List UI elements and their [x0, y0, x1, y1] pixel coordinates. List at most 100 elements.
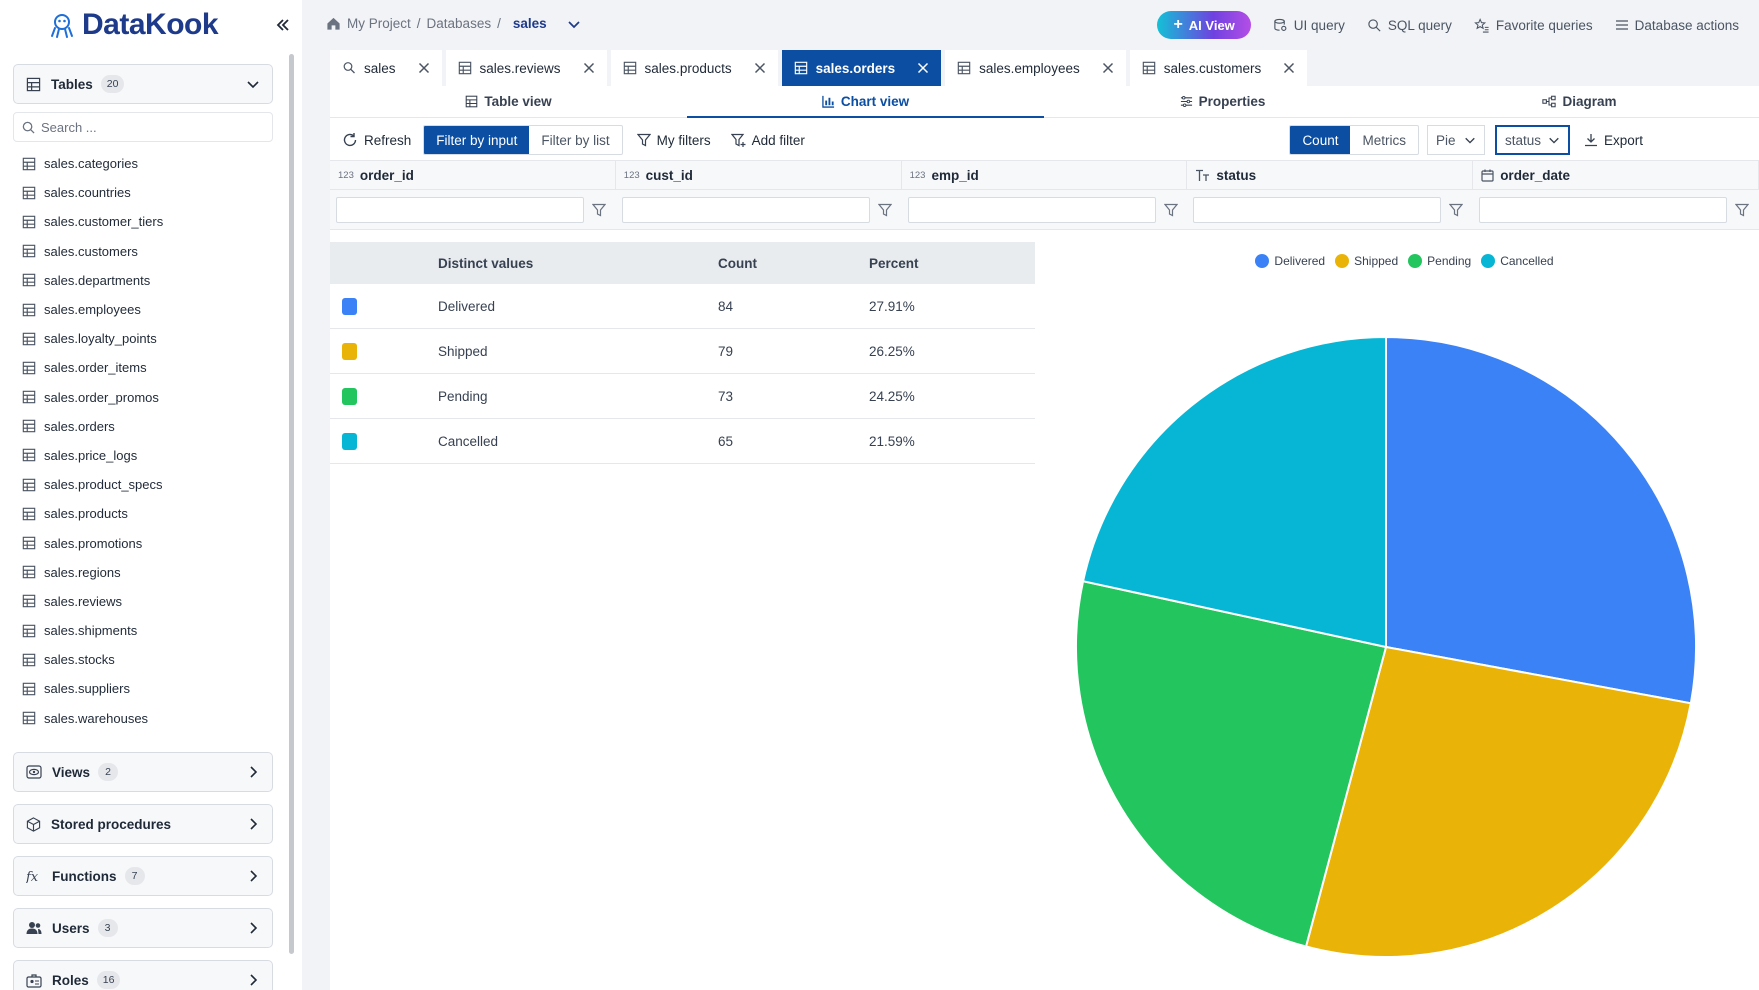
tab-sales-reviews[interactable]: sales.reviews: [445, 50, 607, 86]
sidebar-table-item[interactable]: sales.customer_tiers: [22, 207, 272, 236]
table-icon: [957, 61, 971, 75]
filter-icon[interactable]: [1735, 203, 1750, 217]
column-filter-input-order_id[interactable]: [336, 196, 584, 223]
header-distinct-values[interactable]: Distinct values: [438, 255, 534, 271]
sql-query-button[interactable]: SQL query: [1367, 18, 1452, 33]
tables-section-header[interactable]: Tables 20: [13, 64, 273, 104]
sidebar-table-item[interactable]: sales.suppliers: [22, 674, 272, 703]
chevron-down-icon[interactable]: [567, 17, 581, 31]
favorite-queries-button[interactable]: Favorite queries: [1474, 18, 1593, 33]
sidebar-table-item[interactable]: sales.customers: [22, 237, 272, 266]
sidebar-table-item[interactable]: sales.order_items: [22, 353, 272, 382]
tab-sales-orders[interactable]: sales.orders: [781, 50, 942, 86]
table-search-input[interactable]: [41, 119, 261, 135]
sidebar-table-item[interactable]: sales.promotions: [22, 528, 272, 557]
count-button[interactable]: Count: [1290, 126, 1351, 154]
sidebar-table-item[interactable]: sales.countries: [22, 178, 272, 207]
sidebar-table-item[interactable]: sales.categories: [22, 149, 272, 178]
filter-icon[interactable]: [1449, 203, 1464, 217]
pie-slice-shipped[interactable]: [1304, 645, 1693, 958]
close-icon[interactable]: [754, 62, 766, 74]
table-row[interactable]: Pending 73 24.25%: [330, 374, 1035, 419]
filter-icon[interactable]: [877, 203, 892, 217]
filter-icon[interactable]: [1163, 203, 1178, 217]
close-icon[interactable]: [917, 62, 929, 74]
sidebar-table-item[interactable]: sales.regions: [22, 558, 272, 587]
sidebar-section-stored-procedures[interactable]: Stored procedures: [13, 804, 273, 844]
column-filter-input-cust_id[interactable]: [621, 196, 870, 223]
sidebar-table-item[interactable]: sales.price_logs: [22, 441, 272, 470]
sidebar-section-views[interactable]: Views 2: [13, 752, 273, 792]
legend-item[interactable]: Cancelled: [1481, 254, 1554, 268]
pie-slice-delivered[interactable]: [1385, 335, 1697, 705]
sidebar-table-item[interactable]: sales.order_promos: [22, 383, 272, 412]
column-header-status[interactable]: status: [1187, 161, 1474, 189]
sidebar-table-item[interactable]: sales.products: [22, 499, 272, 528]
my-filters-button[interactable]: My filters: [627, 125, 721, 155]
column-header-order_id[interactable]: 123 order_id: [330, 161, 616, 189]
export-button[interactable]: Export: [1574, 125, 1653, 155]
add-filter-button[interactable]: Add filter: [721, 125, 815, 155]
tab-diagram[interactable]: Diagram: [1401, 86, 1758, 117]
sidebar-table-item[interactable]: sales.stocks: [22, 645, 272, 674]
breadcrumb-project[interactable]: My Project: [347, 16, 411, 31]
filter-by-input-button[interactable]: Filter by input: [424, 126, 530, 154]
refresh-button[interactable]: Refresh: [332, 125, 421, 155]
column-header-order_date[interactable]: order_date: [1473, 161, 1759, 189]
sidebar-table-item[interactable]: sales.employees: [22, 295, 272, 324]
column-header-cust_id[interactable]: 123 cust_id: [616, 161, 902, 189]
sidebar-table-item[interactable]: sales.orders: [22, 412, 272, 441]
legend-item[interactable]: Shipped: [1335, 254, 1398, 268]
pie-slice-cancelled[interactable]: [1081, 335, 1387, 649]
sidebar-section-roles[interactable]: Roles 16: [13, 960, 273, 990]
column-filter-input-status[interactable]: [1193, 196, 1442, 223]
ai-view-button[interactable]: + AI View: [1157, 11, 1251, 39]
table-row[interactable]: Shipped 79 26.25%: [330, 329, 1035, 374]
filter-icon[interactable]: [592, 203, 606, 217]
group-column-select[interactable]: status: [1494, 125, 1570, 155]
tab-sales-products[interactable]: sales.products: [610, 50, 778, 86]
table-row[interactable]: Delivered 84 27.91%: [330, 284, 1035, 329]
sidebar-table-item[interactable]: sales.warehouses: [22, 704, 272, 733]
close-icon[interactable]: [583, 62, 595, 74]
sidebar-table-item[interactable]: sales.shipments: [22, 616, 272, 645]
sidebar-scrollbar[interactable]: [289, 54, 294, 954]
close-icon[interactable]: [418, 62, 430, 74]
close-icon[interactable]: [1283, 62, 1295, 74]
home-icon[interactable]: [326, 16, 341, 31]
collapse-sidebar-button[interactable]: [272, 14, 294, 36]
menu-lines-icon: [1615, 20, 1628, 30]
header-count[interactable]: Count: [718, 255, 757, 271]
tab-sales-employees[interactable]: sales.employees: [945, 50, 1126, 86]
sql-search-icon: [1368, 18, 1381, 32]
sidebar-table-item[interactable]: sales.loyalty_points: [22, 324, 272, 353]
tab-sales-customers[interactable]: sales.customers: [1129, 50, 1308, 86]
filter-by-list-button[interactable]: Filter by list: [541, 132, 610, 148]
ui-query-button[interactable]: UI query: [1273, 18, 1345, 33]
chart-type-select[interactable]: Pie: [1426, 125, 1485, 155]
tab-sales[interactable]: sales: [330, 50, 442, 86]
legend-marker: [1335, 254, 1350, 268]
metrics-button[interactable]: Metrics: [1362, 132, 1406, 148]
sidebar-section-functions[interactable]: fx Functions 7: [13, 856, 273, 896]
tab-table-view[interactable]: Table view: [330, 86, 687, 117]
sidebar-table-item[interactable]: sales.departments: [22, 266, 272, 295]
database-actions-button[interactable]: Database actions: [1615, 18, 1739, 33]
sidebar-section-users[interactable]: Users 3: [13, 908, 273, 948]
legend-item[interactable]: Pending: [1408, 254, 1471, 268]
legend-item[interactable]: Delivered: [1255, 254, 1325, 268]
sidebar-table-item[interactable]: sales.reviews: [22, 587, 272, 616]
header-percent[interactable]: Percent: [869, 255, 919, 271]
column-filter-input-emp_id[interactable]: [907, 196, 1156, 223]
table-icon: [22, 332, 36, 345]
column-header-emp_id[interactable]: 123 emp_id: [902, 161, 1188, 189]
close-icon[interactable]: [1102, 62, 1114, 74]
tab-properties[interactable]: Properties: [1044, 86, 1401, 117]
tab-chart-view[interactable]: Chart view: [687, 86, 1044, 118]
pie-slice-pending[interactable]: [1075, 579, 1388, 948]
table-row[interactable]: Cancelled 65 21.59%: [330, 419, 1035, 464]
breadcrumb-current[interactable]: sales: [512, 16, 547, 31]
column-filter-input-order_date[interactable]: [1479, 196, 1728, 223]
breadcrumb-databases[interactable]: Databases: [426, 16, 492, 31]
sidebar-table-item[interactable]: sales.product_specs: [22, 470, 272, 499]
